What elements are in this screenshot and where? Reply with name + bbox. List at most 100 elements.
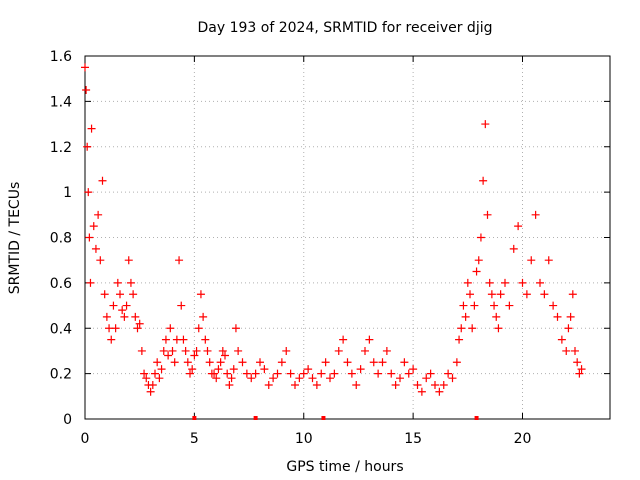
data-point: [483, 210, 492, 219]
data-point: [118, 306, 127, 315]
data-point: [126, 278, 135, 287]
data-point: [468, 324, 477, 333]
data-point: [487, 290, 496, 299]
data-point: [413, 380, 422, 389]
data-point: [509, 244, 518, 253]
data-point: [391, 380, 400, 389]
data-point: [85, 233, 94, 242]
data-point: [221, 351, 229, 360]
data-point: [242, 369, 251, 378]
data-point: [210, 369, 219, 378]
data-point: [474, 256, 483, 265]
data-point: [183, 358, 192, 367]
data-point: [273, 369, 282, 378]
y-tick-label: 1: [63, 185, 72, 201]
data-point: [435, 387, 444, 396]
data-point: [229, 365, 238, 374]
data-point: [151, 369, 159, 378]
data-point: [135, 319, 144, 328]
data-point: [369, 358, 378, 367]
data-point: [168, 346, 177, 355]
data-point: [490, 301, 499, 310]
data-point: [575, 369, 584, 378]
data-point: [256, 358, 264, 367]
data-point: [387, 369, 396, 378]
data-point: [553, 312, 562, 321]
data-point: [124, 256, 133, 265]
data-point: [277, 358, 286, 367]
data-point: [153, 358, 162, 367]
data-point: [83, 142, 92, 151]
data-point: [544, 256, 553, 265]
data-point: [378, 358, 387, 367]
data-point: [247, 374, 256, 383]
data-point: [343, 358, 352, 367]
data-point: [86, 278, 95, 287]
data-point: [120, 312, 129, 321]
data-point: [231, 324, 240, 333]
data-point: [157, 365, 166, 374]
data-point: [140, 369, 149, 378]
y-tick-label: 1.6: [50, 49, 72, 65]
data-point: [518, 278, 527, 287]
data-point: [347, 369, 356, 378]
data-point: [155, 374, 164, 383]
x-axis-title: GPS time / hours: [286, 459, 403, 475]
chart-title: Day 193 of 2024, SRMTID for receiver dji…: [198, 20, 493, 36]
data-point: [269, 374, 278, 383]
data-point: [122, 301, 131, 310]
data-point: [175, 256, 184, 265]
data-point: [396, 374, 404, 383]
data-point: [352, 380, 361, 389]
data-point: [87, 124, 96, 133]
data-point: [566, 312, 575, 321]
data-point: [557, 335, 566, 344]
data-point: [129, 290, 138, 299]
y-axis-title: SRMTID / TECUs: [7, 182, 23, 295]
data-point: [365, 335, 374, 344]
y-tick-label: 0.8: [50, 231, 72, 247]
data-point: [109, 301, 118, 310]
data-point: [291, 380, 299, 389]
x-tick-label: 0: [81, 431, 90, 447]
data-point: [356, 365, 365, 374]
data-point: [522, 290, 531, 299]
data-point: [304, 365, 313, 374]
x-tick-label: 15: [404, 431, 422, 447]
data-point: [299, 369, 308, 378]
data-point: [361, 346, 369, 355]
data-point: [494, 324, 503, 333]
zero-marker: [253, 416, 258, 420]
data-point: [214, 365, 223, 374]
zero-marker: [192, 416, 197, 420]
y-tick-label: 0: [63, 412, 72, 428]
data-point: [82, 86, 91, 95]
data-point: [148, 380, 157, 389]
data-point: [476, 233, 485, 242]
data-point: [282, 346, 291, 355]
y-ticks: 0 0.2 0.4 0.6 0.8 1 1.2 1.4 1.6: [50, 49, 610, 428]
data-point: [312, 380, 321, 389]
data-point: [422, 374, 431, 383]
data-point: [439, 380, 448, 389]
data-point: [286, 369, 295, 378]
y-tick-label: 0.6: [50, 276, 72, 292]
y-tick-label: 1.2: [50, 140, 72, 156]
data-point: [203, 346, 212, 355]
data-point: [223, 369, 232, 378]
data-point: [100, 290, 109, 299]
data-point: [562, 346, 571, 355]
data-point: [234, 346, 243, 355]
data-point: [196, 290, 205, 299]
data-point: [96, 256, 105, 265]
data-point: [102, 312, 111, 321]
data-point: [166, 324, 175, 333]
data-point: [317, 369, 326, 378]
data-point: [382, 346, 391, 355]
data-point: [531, 210, 540, 219]
data-point: [186, 369, 194, 378]
data-point: [84, 188, 93, 197]
data-point: [170, 358, 179, 367]
data-point: [527, 256, 536, 265]
